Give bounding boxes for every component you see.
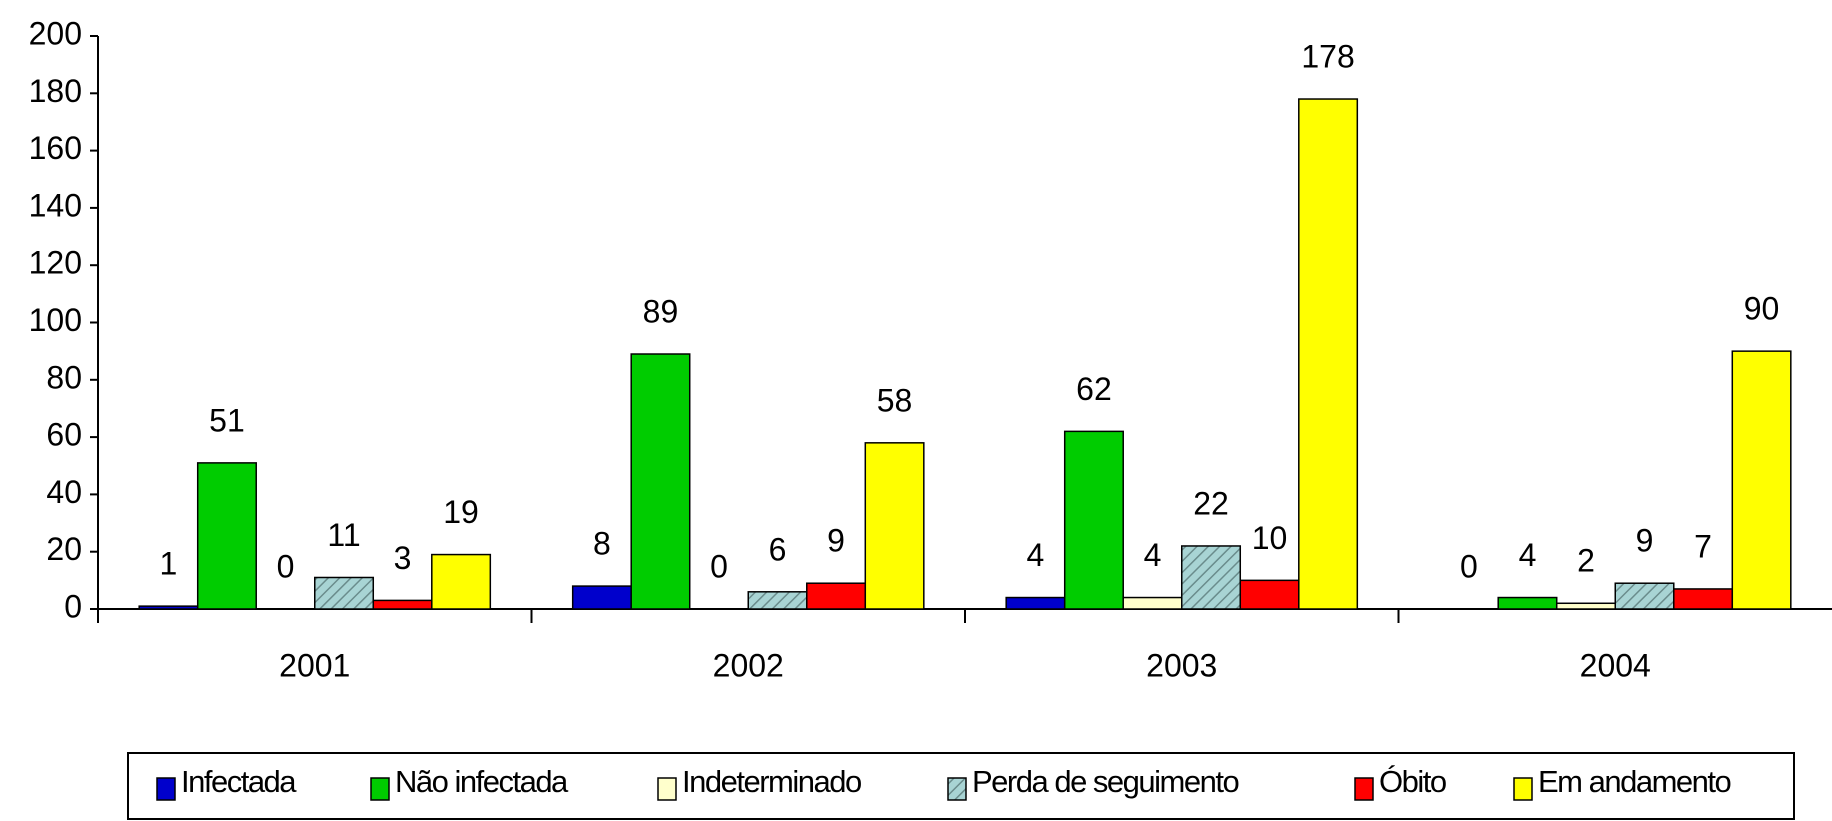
y-tick-label: 80 (46, 359, 82, 395)
x-tick-label: 2001 (279, 647, 350, 683)
bar (196, 462, 257, 610)
bar (314, 576, 375, 610)
legend-swatch (1354, 777, 1374, 801)
y-tick-label: 160 (29, 130, 82, 166)
legend-swatch (156, 777, 176, 801)
data-label: 1 (160, 546, 178, 582)
bar (571, 585, 632, 610)
y-tick-label: 0 (64, 588, 82, 624)
data-label: 10 (1252, 520, 1288, 556)
bar (1614, 582, 1675, 610)
bar (747, 591, 808, 610)
data-label: 58 (877, 382, 913, 418)
data-label: 3 (394, 540, 412, 576)
legend-swatch (1513, 777, 1533, 801)
bar (1673, 588, 1734, 610)
bar (1181, 545, 1242, 610)
bar (1497, 596, 1558, 610)
data-label: 2 (1577, 543, 1595, 579)
x-tick-label: 2002 (713, 647, 784, 683)
legend-label: Indeterminado (682, 764, 861, 799)
bar (372, 599, 433, 610)
bar (1555, 602, 1617, 610)
legend-label: Em andamento (1538, 764, 1730, 799)
y-tick-label: 120 (29, 245, 82, 281)
bar (864, 442, 925, 610)
y-tick-label: 40 (46, 474, 82, 510)
y-tick-label: 100 (29, 302, 82, 338)
y-tick-label: 60 (46, 417, 82, 453)
data-label: 19 (443, 494, 479, 530)
bar (1005, 596, 1066, 610)
bar (138, 605, 199, 610)
data-label: 8 (593, 526, 611, 562)
data-label: 4 (1144, 537, 1162, 573)
data-label: 7 (1694, 528, 1712, 564)
x-tick-label: 2003 (1146, 647, 1217, 683)
bar (806, 582, 867, 610)
data-label: 51 (209, 402, 245, 438)
data-label: 0 (710, 548, 728, 584)
y-tick-label: 200 (29, 15, 82, 51)
data-label: 0 (1460, 548, 1478, 584)
data-label: 11 (327, 517, 360, 553)
bar (1122, 596, 1183, 610)
y-tick-label: 140 (29, 187, 82, 223)
data-label: 62 (1076, 371, 1112, 407)
legend-label: Perda de seguimento (972, 764, 1238, 799)
data-label: 0 (277, 548, 295, 584)
legend-label: Não infectada (395, 764, 569, 799)
legend-box (127, 752, 1795, 820)
data-label: 178 (1301, 38, 1354, 74)
legend-swatch (947, 777, 967, 801)
data-label: 90 (1744, 291, 1780, 327)
data-label: 22 (1193, 485, 1229, 521)
legend-swatch (370, 777, 390, 801)
bar (1298, 98, 1359, 610)
legend-swatch (657, 777, 677, 801)
bar (1239, 579, 1300, 610)
bar (431, 553, 492, 610)
y-tick-label: 20 (46, 531, 82, 567)
data-label: 4 (1027, 537, 1045, 573)
data-label: 9 (827, 523, 845, 559)
data-label: 9 (1636, 523, 1654, 559)
bar (630, 353, 691, 610)
bar (1731, 350, 1792, 610)
data-label: 6 (769, 531, 787, 567)
legend-label: Óbito (1379, 764, 1446, 799)
data-label: 4 (1519, 537, 1537, 573)
x-tick-label: 2004 (1580, 647, 1651, 683)
data-label: 89 (643, 293, 679, 329)
y-tick-label: 180 (29, 73, 82, 109)
bar (1063, 430, 1124, 610)
legend-label: Infectada (181, 764, 297, 799)
